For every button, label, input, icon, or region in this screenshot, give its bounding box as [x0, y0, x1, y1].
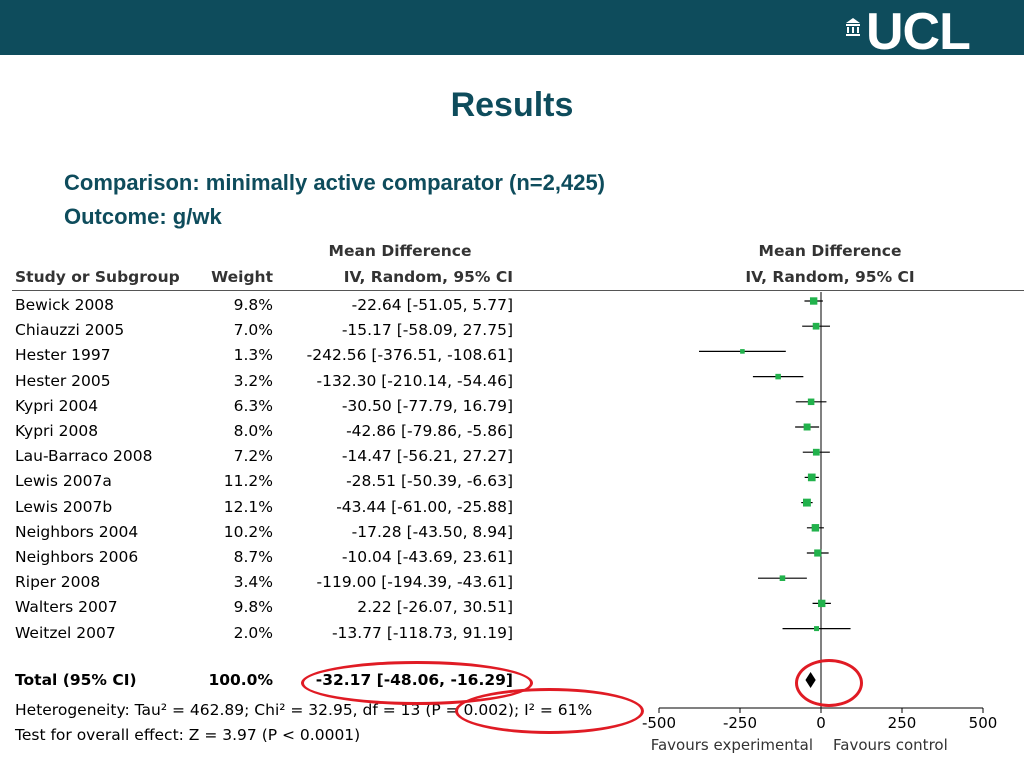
row-study: Riper 2008 [15, 573, 101, 592]
row-ci: -13.77 [-118.73, 91.19] [331, 623, 513, 642]
row-ci: -42.86 [-79.86, -5.86] [346, 422, 513, 440]
row-weight: 7.2% [233, 447, 273, 466]
row-ci: -119.00 [-194.39, -43.61] [316, 573, 514, 592]
row-ci: -14.47 [-56.21, 27.27] [341, 447, 513, 466]
row-ci: -22.64 [-51.05, 5.77] [351, 296, 513, 314]
row-weight: 2.0% [233, 623, 273, 642]
row-ci: -10.04 [-43.69, 23.61] [341, 548, 513, 566]
col-md-top: Mean Difference [328, 242, 472, 260]
col-md-sub: IV, Random, 95% CI [343, 268, 513, 286]
study-marker [802, 498, 811, 507]
row-study: Hester 2005 [15, 371, 111, 390]
row-weight: 9.8% [233, 598, 273, 617]
row-ci: -28.51 [-50.39, -6.63] [346, 472, 513, 491]
portico-icon [846, 18, 860, 36]
row-study: Chiauzzi 2005 [15, 321, 125, 340]
row-study: Neighbors 2004 [15, 522, 139, 541]
study-marker [818, 599, 826, 608]
plot-md-top: Mean Difference [758, 242, 902, 260]
row-ci: -132.30 [-210.14, -54.46] [316, 371, 514, 390]
header-bar: UCL [0, 0, 1024, 61]
row-weight: 8.7% [233, 548, 273, 566]
row-weight: 6.3% [233, 396, 273, 415]
plot-md-sub: IV, Random, 95% CI [745, 268, 915, 286]
row-weight: 7.0% [233, 321, 273, 340]
total-weight: 100.0% [208, 671, 273, 689]
study-marker [809, 297, 818, 305]
row-study: Hester 1997 [15, 346, 111, 365]
row-study: Weitzel 2007 [15, 623, 116, 642]
row-study: Bewick 2008 [15, 296, 115, 314]
study-marker [807, 473, 816, 482]
page-title: Results [450, 86, 574, 124]
heterogeneity-text: Heterogeneity: Tau² = 462.89; Chi² = 32.… [15, 701, 593, 719]
row-study: Kypri 2004 [15, 396, 99, 415]
study-marker [812, 448, 820, 456]
row-weight: 3.2% [233, 371, 273, 390]
study-marker [807, 398, 815, 406]
row-weight: 1.3% [233, 346, 273, 365]
heterogeneity-highlight [455, 688, 644, 734]
row-ci: -242.56 [-376.51, -108.61] [306, 346, 513, 365]
study-marker [814, 626, 820, 632]
row-study: Kypri 2008 [15, 422, 99, 440]
col-weight: Weight [211, 268, 273, 286]
row-ci: -30.50 [-77.79, 16.79] [341, 396, 513, 415]
total-label: Total (95% CI) [15, 671, 137, 689]
row-study: Walters 2007 [15, 598, 118, 617]
x-tick-label: 250 [888, 714, 917, 732]
header-divider [12, 290, 1024, 291]
x-tick-label: -250 [723, 714, 757, 732]
study-marker [811, 524, 820, 532]
study-marker [812, 322, 820, 330]
total-ci-highlight [301, 661, 533, 705]
comparison-label: Comparison: minimally active comparator … [64, 170, 606, 195]
row-ci: -43.44 [-61.00, -25.88] [336, 497, 513, 516]
diamond-highlight [795, 659, 863, 707]
study-marker [740, 349, 745, 354]
row-study: Lewis 2007a [15, 472, 112, 491]
study-marker [814, 549, 822, 557]
overall-effect-text: Test for overall effect: Z = 3.97 (P < 0… [15, 726, 361, 744]
row-ci: -17.28 [-43.50, 8.94] [351, 522, 513, 541]
row-ci: -15.17 [-58.09, 27.75] [341, 321, 513, 340]
x-tick-label: -500 [642, 714, 676, 732]
favours-right-label: Favours control [833, 736, 948, 754]
row-ci: 2.22 [-26.07, 30.51] [357, 598, 513, 617]
row-weight: 3.4% [233, 573, 273, 592]
row-weight: 10.2% [223, 522, 273, 541]
study-marker [803, 423, 811, 431]
study-marker [779, 575, 786, 581]
row-study: Lau-Barraco 2008 [15, 447, 153, 466]
favours-left-label: Favours experimental [651, 736, 813, 754]
logo-text: UCL [866, 3, 971, 61]
row-weight: 11.2% [223, 472, 273, 491]
row-weight: 9.8% [233, 296, 273, 314]
outcome-label: Outcome: g/wk [64, 204, 222, 229]
forest-plot: -500 -250 0 250 500 Favours experimental Favou… [642, 292, 998, 754]
ucl-logo: UCL [846, 3, 971, 61]
row-weight: 12.1% [223, 497, 273, 516]
x-tick-label: 500 [969, 714, 998, 732]
col-study: Study or Subgroup [15, 268, 180, 286]
row-study: Lewis 2007b [15, 497, 113, 516]
row-study: Neighbors 2006 [15, 548, 139, 566]
study-marker [775, 373, 781, 380]
row-weight: 8.0% [233, 422, 273, 440]
x-tick-label: 0 [816, 714, 826, 732]
